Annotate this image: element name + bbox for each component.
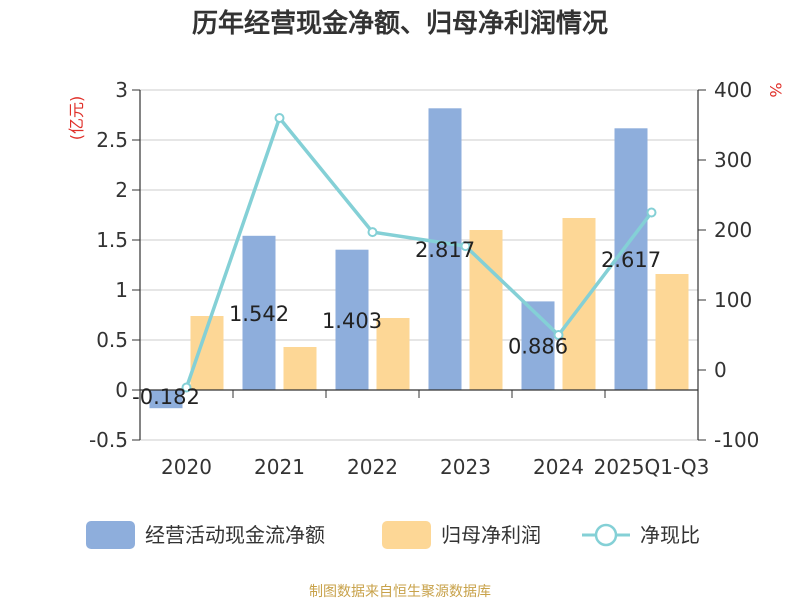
legend-label-ratio: 净现比	[640, 523, 700, 547]
cashflow-value-label: 1.403	[322, 309, 382, 333]
right-tick-label: 100	[714, 288, 752, 312]
profit-bar	[376, 318, 410, 390]
category-label: 2020	[161, 455, 212, 479]
right-tick-label: 0	[714, 358, 727, 382]
chart-title: 历年经营现金净额、归母净利润情况	[192, 8, 608, 39]
right-tick-label: 200	[714, 218, 752, 242]
ratio-point	[460, 241, 471, 252]
left-tick-label: 2.5	[96, 128, 128, 152]
right-tick-label: 300	[714, 148, 752, 172]
cashflow-bar	[149, 390, 183, 409]
category-label: 2022	[347, 455, 398, 479]
legend-swatch-profit	[382, 521, 431, 549]
ratio-point	[553, 330, 564, 340]
cashflow-bar	[242, 235, 276, 390]
legend-marker-ratio	[594, 523, 618, 547]
category-label: 2024	[533, 455, 584, 479]
left-axis-unit: (亿元)	[67, 96, 86, 141]
cashflow-bar	[614, 128, 648, 391]
bars	[149, 108, 689, 409]
legend-label-profit: 归母净利润	[441, 523, 541, 547]
right-tick-label: -100	[714, 428, 759, 452]
category-label: 2021	[254, 455, 305, 479]
category-label: 2023	[440, 455, 491, 479]
cashflow-value-label: 2.617	[601, 248, 661, 272]
left-tick-label: 2	[115, 178, 128, 202]
ratio-point	[646, 207, 657, 218]
right-tick-label: 400	[714, 78, 752, 102]
profit-bar	[655, 274, 689, 390]
left-tick-label: 0.5	[96, 328, 128, 352]
legend-label-cashflow: 经营活动现金流净额	[145, 523, 325, 547]
left-tick-label: 3	[115, 78, 128, 102]
right-axis-unit: %	[766, 82, 785, 97]
ratio-line	[181, 113, 657, 393]
cashflow-value-label: 0.886	[508, 335, 568, 359]
data-labels: -0.182 1.542 1.403 2.817 0.886 2.617	[132, 238, 661, 409]
profit-bar	[283, 347, 317, 390]
ratio-point	[181, 382, 192, 393]
source-note: 制图数据来自恒生聚源数据库	[309, 584, 491, 600]
ratio-series-line	[184, 116, 653, 389]
category-label: 2025Q1-Q3	[594, 455, 710, 479]
cashflow-value-label: -0.182	[132, 385, 200, 409]
cashflow-bar	[335, 249, 369, 390]
legend-swatch-cashflow	[86, 521, 135, 549]
legend: 经营活动现金流净额 归母净利润 净现比	[86, 521, 700, 549]
left-tick-label: 1	[115, 278, 128, 302]
cashflow-bar	[428, 108, 462, 391]
axes: -0.5 0 0.5 1 1.5 2 2.5 3 -100 0 100 200 300 400 2020 20…	[89, 78, 759, 479]
cashflow-value-label: 1.542	[229, 302, 289, 326]
ratio-point	[367, 227, 378, 238]
cashflow-value-label: 2.817	[415, 238, 475, 262]
left-tick-label: -0.5	[89, 428, 128, 452]
ratio-point	[274, 113, 285, 123]
left-tick-label: 1.5	[96, 228, 128, 252]
profit-bar	[562, 218, 596, 390]
left-tick-label: 0	[115, 378, 128, 402]
